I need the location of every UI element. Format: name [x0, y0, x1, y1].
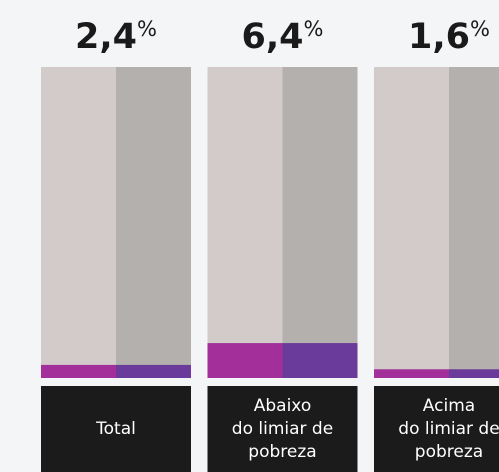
column: 2,4% Total [41, 17, 191, 472]
category-box [41, 386, 191, 472]
category-label: pobreza [415, 442, 483, 462]
column: 6,4% Abaixo do limiar de pobreza [207, 17, 358, 472]
category-label: Abaixo [254, 396, 312, 416]
bar [41, 364, 116, 378]
value-unit: % [470, 17, 490, 41]
category-label: do limiar de [398, 419, 499, 439]
category-label: pobreza [248, 442, 316, 462]
bar [207, 343, 283, 378]
category-label: do limiar de [232, 419, 333, 439]
category-box [374, 386, 499, 472]
value-number: 6,4 [242, 17, 304, 57]
bar-track [41, 67, 116, 378]
category-box [207, 386, 358, 472]
column: 1,6% Acima do limiar de pobreza [374, 17, 499, 472]
bar [116, 364, 191, 378]
bar-track [449, 67, 499, 378]
value-number: 1,6 [408, 17, 470, 57]
bar [449, 369, 499, 378]
value-label: 6,4% [242, 17, 324, 57]
bar-track [116, 67, 191, 378]
value-label: 2,4% [75, 17, 157, 57]
value-unit: % [137, 17, 157, 41]
value-number: 2,4 [75, 17, 137, 57]
category-label: Acima [423, 396, 475, 416]
value-unit: % [304, 17, 324, 41]
bar [374, 369, 449, 378]
value-label: 1,6% [408, 17, 490, 57]
bar-track [374, 67, 449, 378]
bar-track [282, 67, 358, 378]
category-label: Total [95, 419, 136, 439]
bar [282, 343, 358, 378]
bar-track [207, 67, 283, 378]
